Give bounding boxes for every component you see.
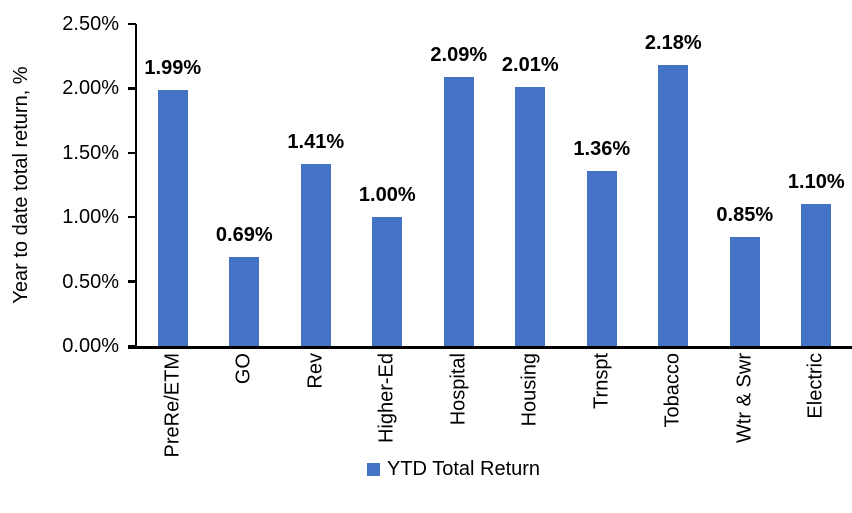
bar-value-label: 1.36% — [573, 137, 631, 160]
x-axis-line — [128, 346, 852, 349]
y-tick-label: 0.00% — [62, 335, 119, 357]
y-tick-label: 2.00% — [62, 77, 119, 100]
y-tick-label: 0.50% — [62, 270, 119, 293]
bar-value-label: 0.69% — [215, 224, 273, 247]
y-tick-label: 1.50% — [62, 141, 119, 164]
x-category-label: Wtr & Swr — [733, 353, 756, 443]
bar-value-label: 1.10% — [787, 171, 845, 194]
bar-value-label: 2.09% — [430, 43, 488, 66]
y-axis-line — [134, 24, 137, 349]
bar — [801, 204, 832, 346]
legend-swatch-icon — [367, 463, 380, 476]
legend-label: YTD Total Return — [387, 458, 541, 480]
x-category-label: Tobacco — [661, 353, 684, 428]
x-category-label: Trnspt — [590, 353, 613, 409]
bar-value-label: 1.00% — [358, 184, 416, 207]
bar-value-label: 0.85% — [716, 203, 774, 226]
bar — [372, 217, 403, 346]
y-tick-mark — [128, 87, 136, 90]
y-axis-title: Year to date total return, % — [10, 66, 32, 304]
x-category-label: Hospital — [447, 353, 470, 426]
x-category-label: Rev — [304, 353, 327, 389]
bar-value-label: 2.01% — [501, 54, 559, 77]
bar — [729, 236, 760, 346]
bar — [515, 87, 546, 346]
bar-value-label: 1.99% — [144, 56, 202, 79]
y-tick-mark — [128, 215, 136, 219]
bar — [229, 257, 260, 346]
legend: YTD Total Return — [367, 458, 540, 481]
x-category-label: GO — [232, 353, 255, 385]
x-category-label: Electric — [804, 353, 827, 419]
x-category-label: PreRe/ETM — [161, 353, 184, 458]
y-tick-label: 2.50% — [62, 13, 119, 35]
x-category-label: Higher-Ed — [375, 353, 398, 444]
y-tick-mark — [128, 22, 136, 26]
x-category-label: Housing — [518, 353, 541, 427]
bar — [586, 170, 617, 346]
bar — [300, 164, 331, 346]
bar-value-label: 1.41% — [287, 131, 345, 154]
bar — [443, 76, 474, 346]
bar — [658, 65, 689, 346]
y-tick-mark — [128, 151, 136, 155]
y-tick-mark — [128, 280, 136, 283]
bar — [157, 89, 188, 346]
bar-value-label: 2.18% — [644, 32, 702, 55]
y-tick-label: 1.00% — [62, 206, 119, 229]
